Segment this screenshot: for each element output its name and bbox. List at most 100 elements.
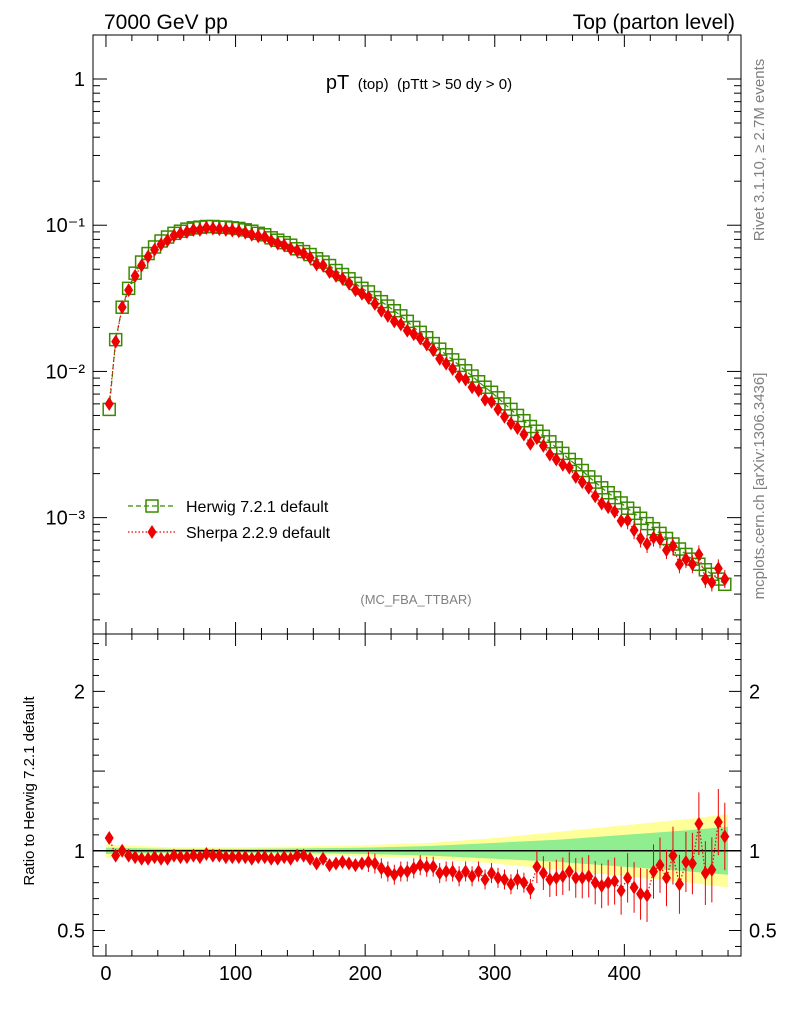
ratio-point xyxy=(461,864,471,879)
sherpa-point xyxy=(383,308,393,323)
sherpa-point xyxy=(376,303,386,318)
ratio-point xyxy=(668,848,678,863)
sherpa-point xyxy=(538,438,548,453)
ratio-point xyxy=(227,850,237,865)
ratio-point xyxy=(441,864,451,879)
sherpa-point xyxy=(506,416,516,431)
ratio-point xyxy=(448,864,458,879)
sherpa-point xyxy=(674,557,684,572)
sherpa-point xyxy=(247,227,257,242)
ratio-point xyxy=(150,850,160,865)
analysis-tag: (MC_FBA_TTBAR) xyxy=(360,592,471,607)
sherpa-point xyxy=(409,327,419,342)
ratio-point xyxy=(396,864,406,879)
ratio-point xyxy=(143,851,153,866)
sherpa-point xyxy=(448,361,458,376)
ratio-point xyxy=(111,848,121,863)
ratio-point xyxy=(674,877,684,892)
y-tick-label: 10⁻² xyxy=(46,361,86,383)
legend-sherpa-label: Sherpa 2.2.9 default xyxy=(186,525,331,542)
sherpa-point xyxy=(422,337,432,352)
sherpa-point xyxy=(441,356,451,371)
sherpa-point xyxy=(234,224,244,239)
main-panel: 1 10⁻¹ 10⁻² 10⁻³ xyxy=(46,34,742,635)
legend-entry-herwig: Herwig 7.2.1 default xyxy=(128,499,329,516)
mcplots-label: mcplots.cern.ch [arXiv:1306.3436] xyxy=(751,373,768,600)
ratio-point xyxy=(480,872,490,887)
ratio-point xyxy=(415,858,425,873)
ratio-point xyxy=(130,850,140,865)
sherpa-point xyxy=(201,220,211,235)
sherpa-point xyxy=(487,394,497,409)
x-tick-label: 200 xyxy=(348,963,381,985)
ratio-y-tick-label-left: 0.5 xyxy=(57,920,85,942)
ratio-point xyxy=(558,869,568,884)
sherpa-point xyxy=(331,268,341,283)
sherpa-point xyxy=(143,249,153,264)
ratio-point xyxy=(273,851,283,866)
sherpa-point xyxy=(474,383,484,398)
sherpa-point xyxy=(603,500,613,515)
x-tick-label: 300 xyxy=(478,963,511,985)
sherpa-point xyxy=(130,268,140,283)
ratio-point xyxy=(188,848,198,863)
legend: Herwig 7.2.1 default Sherpa 2.2.9 defaul… xyxy=(128,499,331,542)
title-main: pT xyxy=(326,72,349,94)
ratio-point xyxy=(538,866,548,881)
ratio-point xyxy=(687,856,697,871)
sherpa-point xyxy=(649,530,659,545)
process-label: Top (parton level) xyxy=(573,11,735,34)
ratio-point xyxy=(104,831,114,846)
sherpa-point xyxy=(564,460,574,475)
sherpa-point xyxy=(389,314,399,329)
sherpa-point xyxy=(616,513,626,528)
ratio-point xyxy=(344,856,354,871)
sherpa-point xyxy=(117,300,127,315)
y-tick-label: 10⁻³ xyxy=(46,508,86,530)
rivet-version-label: Rivet 3.1.10, ≥ 2.7M events xyxy=(751,59,768,242)
ratio-point xyxy=(240,850,250,865)
sherpa-point xyxy=(124,283,134,298)
ratio-point xyxy=(545,872,555,887)
sherpa-point xyxy=(156,237,166,252)
sherpa-point xyxy=(629,523,639,538)
ratio-point xyxy=(156,851,166,866)
energy-label: 7000 GeV pp xyxy=(104,11,228,34)
sherpa-point xyxy=(720,572,730,587)
ratio-frame xyxy=(92,633,742,957)
sherpa-line xyxy=(108,227,726,584)
ratio-point xyxy=(117,843,127,858)
ratio-point xyxy=(266,851,276,866)
ratio-point xyxy=(208,848,218,863)
sherpa-point xyxy=(163,233,173,248)
ratio-point xyxy=(467,869,477,884)
sherpa-point xyxy=(681,552,691,567)
ratio-y-tick-label-right: 2 xyxy=(749,681,760,703)
sherpa-point xyxy=(551,452,561,467)
ratio-point xyxy=(337,854,347,869)
ratio-point xyxy=(169,848,179,863)
ratio-point xyxy=(584,869,594,884)
sherpa-point xyxy=(687,557,697,572)
ratio-point xyxy=(623,870,633,885)
ratio-y-tick-label-left: 2 xyxy=(74,681,85,703)
sherpa-point xyxy=(260,230,270,245)
ratio-point xyxy=(370,856,380,871)
ratio-point xyxy=(357,856,367,871)
sherpa-point xyxy=(363,290,373,305)
ratio-ylabel: Ratio to Herwig 7.2.1 default xyxy=(21,696,38,886)
title-cut: (pTtt > 50 dy > 0) xyxy=(397,76,512,93)
sherpa-point xyxy=(694,547,704,562)
sherpa-point xyxy=(188,222,198,237)
ratio-point xyxy=(519,875,529,890)
sherpa-point xyxy=(545,447,555,462)
ratio-point xyxy=(661,870,671,885)
sherpa-point xyxy=(707,575,717,590)
ratio-point xyxy=(350,858,360,873)
legend-herwig-label: Herwig 7.2.1 default xyxy=(186,499,329,516)
sherpa-point xyxy=(668,538,678,553)
sherpa-point xyxy=(299,246,309,261)
ratio-point xyxy=(363,854,373,869)
sherpa-point xyxy=(182,224,192,239)
ratio-point xyxy=(279,850,289,865)
